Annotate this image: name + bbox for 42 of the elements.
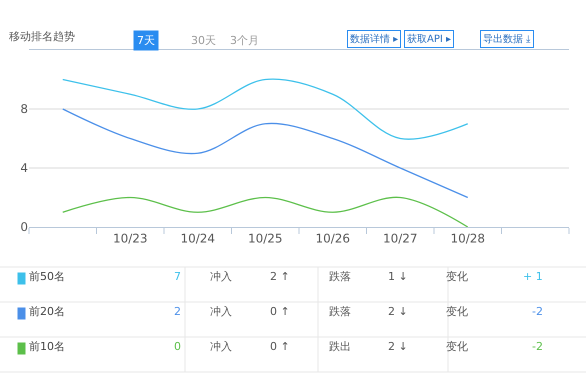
chart-title: 移动排名趋势 [9, 30, 75, 43]
legend-label: 前50名 [29, 270, 65, 283]
text: 冲入 [210, 305, 232, 318]
line-series [62, 78, 468, 140]
x-tick-label: 10/27 [382, 231, 418, 246]
text: 0 ↑ [270, 340, 290, 353]
text: 获取API ▸ [407, 33, 452, 45]
text: 0 [174, 340, 181, 353]
text: 7 [174, 270, 181, 283]
text: -2 [532, 305, 543, 318]
text: 变化 [446, 340, 468, 353]
text: 7天 [137, 34, 155, 47]
y-tick-label: 8 [20, 102, 28, 116]
text: 3个月 [230, 34, 259, 47]
x-tick-label: 10/26 [315, 231, 350, 246]
text: 0 ↑ [270, 305, 290, 318]
legend-label: 前20名 [29, 305, 65, 318]
text: 跌落 [329, 270, 351, 283]
y-tick-label: 4 [20, 161, 28, 176]
x-tick-label: 10/23 [112, 231, 148, 246]
text: 30天 [191, 34, 216, 47]
text: -2 [532, 340, 543, 353]
x-tick-label: 10/25 [248, 231, 283, 246]
x-tick-label: 10/24 [180, 231, 216, 246]
text: 跌出 [329, 340, 351, 353]
text: 导出数据 ⤓ [483, 33, 532, 45]
text: 2 ↓ [388, 305, 408, 318]
text: 跌落 [329, 305, 351, 318]
text: 冲入 [210, 340, 232, 353]
line-series [62, 108, 468, 198]
x-tick-label: 10/28 [450, 231, 486, 246]
text: + 1 [523, 270, 543, 283]
text: 2 ↑ [270, 270, 290, 283]
text: 数据详情 ▸ [350, 33, 398, 45]
text: 冲入 [210, 270, 232, 283]
y-tick-label: 0 [20, 220, 28, 234]
text: 1 ↓ [388, 270, 408, 283]
text: 2 ↓ [388, 340, 408, 353]
text: 2 [174, 305, 181, 318]
text: 变化 [446, 270, 468, 283]
legend-label: 前10名 [29, 340, 65, 353]
text: 变化 [446, 305, 468, 318]
